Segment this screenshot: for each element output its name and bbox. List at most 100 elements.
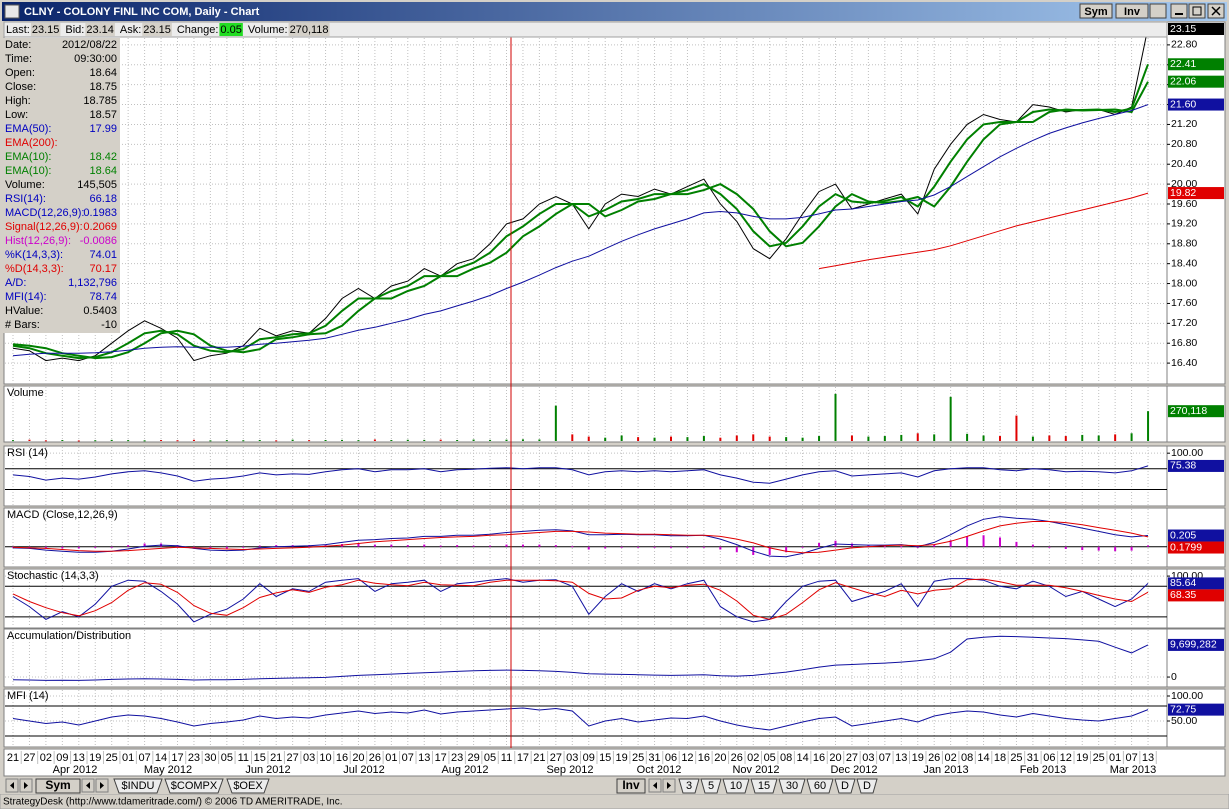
symbol-tab[interactable] [113, 778, 163, 794]
app-icon [4, 4, 20, 19]
series-line [12, 521, 1149, 554]
data-box-label: MACD(12,26,9): [5, 207, 84, 219]
x-tick-label: 30 [204, 752, 216, 764]
x-tick-label: 17 [171, 752, 183, 764]
panel-frame [3, 21, 1226, 385]
last-value-box [1168, 703, 1224, 716]
x-tick-label: 02 [40, 752, 52, 764]
bar [719, 546, 722, 550]
x-tick-label: 17 [517, 752, 529, 764]
bar [1081, 546, 1084, 551]
sym-button-label: Sym [45, 778, 70, 792]
x-tick-label: 11 [238, 752, 249, 764]
bar [61, 440, 64, 442]
bar [883, 546, 886, 548]
close-glyph [1211, 6, 1221, 16]
bar [275, 440, 278, 442]
data-box-value: 09:30:00 [74, 53, 117, 65]
bar [1097, 546, 1100, 551]
inv-button[interactable] [616, 778, 646, 794]
minimize-button[interactable] [1170, 3, 1188, 19]
data-box-label: Date: [5, 39, 31, 51]
bar [933, 544, 936, 547]
bar [341, 439, 343, 441]
x-tick-label: 13 [73, 752, 85, 764]
bar [258, 440, 261, 442]
bar [373, 544, 376, 547]
bar [702, 436, 705, 441]
last-value-label: 270,118 [1170, 405, 1207, 417]
bar [571, 546, 574, 548]
bar [637, 546, 640, 548]
period-tab[interactable] [700, 778, 722, 794]
bar [77, 440, 80, 442]
period-tab[interactable] [678, 778, 700, 794]
y-tick-label: 18.00 [1171, 277, 1197, 289]
data-box-label: Time: [5, 53, 32, 65]
bar [653, 546, 656, 548]
period-tab[interactable] [856, 778, 878, 794]
period-tab[interactable] [806, 778, 834, 794]
period-tab-label: 10 [730, 780, 742, 792]
bar [439, 545, 442, 547]
bar [637, 437, 640, 441]
quote-value: 23.14 [86, 24, 114, 36]
last-value-label: 68.35 [1170, 589, 1196, 601]
x-tick-label: 25 [1093, 752, 1105, 764]
x-tick-label: 29 [467, 752, 479, 764]
window-title: CLNY - COLONY FINL INC COM, Daily - Char… [24, 6, 260, 18]
bar [12, 440, 14, 442]
bar [489, 545, 492, 547]
period-tab[interactable] [750, 778, 778, 794]
period-tab[interactable] [722, 778, 750, 794]
panel: 270,118 Volume [3, 385, 1226, 443]
bar [768, 546, 771, 556]
y-tick-label: 18.40 [1171, 257, 1197, 269]
series-line [12, 81, 1149, 360]
data-box-label: # Bars: [5, 319, 40, 331]
period-tab-label: D [841, 780, 849, 792]
x-tick-label: 21 [7, 752, 19, 764]
x-tick-label: 23 [451, 752, 463, 764]
quote-value: 0.05 [220, 24, 241, 36]
month-label: Feb 2013 [1020, 764, 1066, 776]
bar [1048, 546, 1051, 548]
x-tick-label: 12 [681, 752, 693, 764]
title-button[interactable] [1079, 3, 1113, 19]
bar [1031, 436, 1034, 441]
bar [143, 543, 146, 547]
data-box-label: A/D: [5, 277, 26, 289]
bar [472, 439, 475, 441]
period-tab[interactable] [778, 778, 806, 794]
period-tab-label: 5 [708, 780, 714, 792]
x-tick-label: 20 [829, 752, 841, 764]
series-line [12, 104, 1149, 357]
symbol-tab-label: $OEX [233, 780, 263, 792]
sym-button[interactable] [35, 778, 81, 794]
panel: 16.40 16.80 17.20 17.60 18.00 18.40 18.80 19.20… [3, 21, 1226, 385]
bar [1064, 436, 1067, 441]
maximize-button[interactable] [1188, 3, 1206, 19]
x-tick-label: 16 [813, 752, 825, 764]
period-tab-label: 30 [786, 780, 798, 792]
x-tick-label: 26 [369, 752, 381, 764]
title-button[interactable] [1115, 3, 1149, 19]
symbol-tab[interactable] [226, 778, 270, 794]
last-value-label: 9,699,282 [1170, 639, 1217, 651]
month-label: Nov 2012 [732, 764, 779, 776]
last-value-box [1168, 589, 1224, 602]
bar [949, 540, 952, 547]
bar [192, 546, 195, 548]
y-tick-label: 21.20 [1171, 118, 1197, 130]
bar [883, 436, 886, 441]
bar [176, 440, 179, 442]
x-tick-label: 13 [418, 752, 430, 764]
restore-button[interactable] [1149, 3, 1167, 19]
symbol-tab[interactable] [164, 778, 224, 794]
bar [768, 436, 771, 441]
quote-value: 270,118 [290, 24, 329, 36]
period-tab[interactable] [834, 778, 856, 794]
y-tick-label: 16.40 [1171, 357, 1197, 369]
x-tick-label: 27 [287, 752, 299, 764]
